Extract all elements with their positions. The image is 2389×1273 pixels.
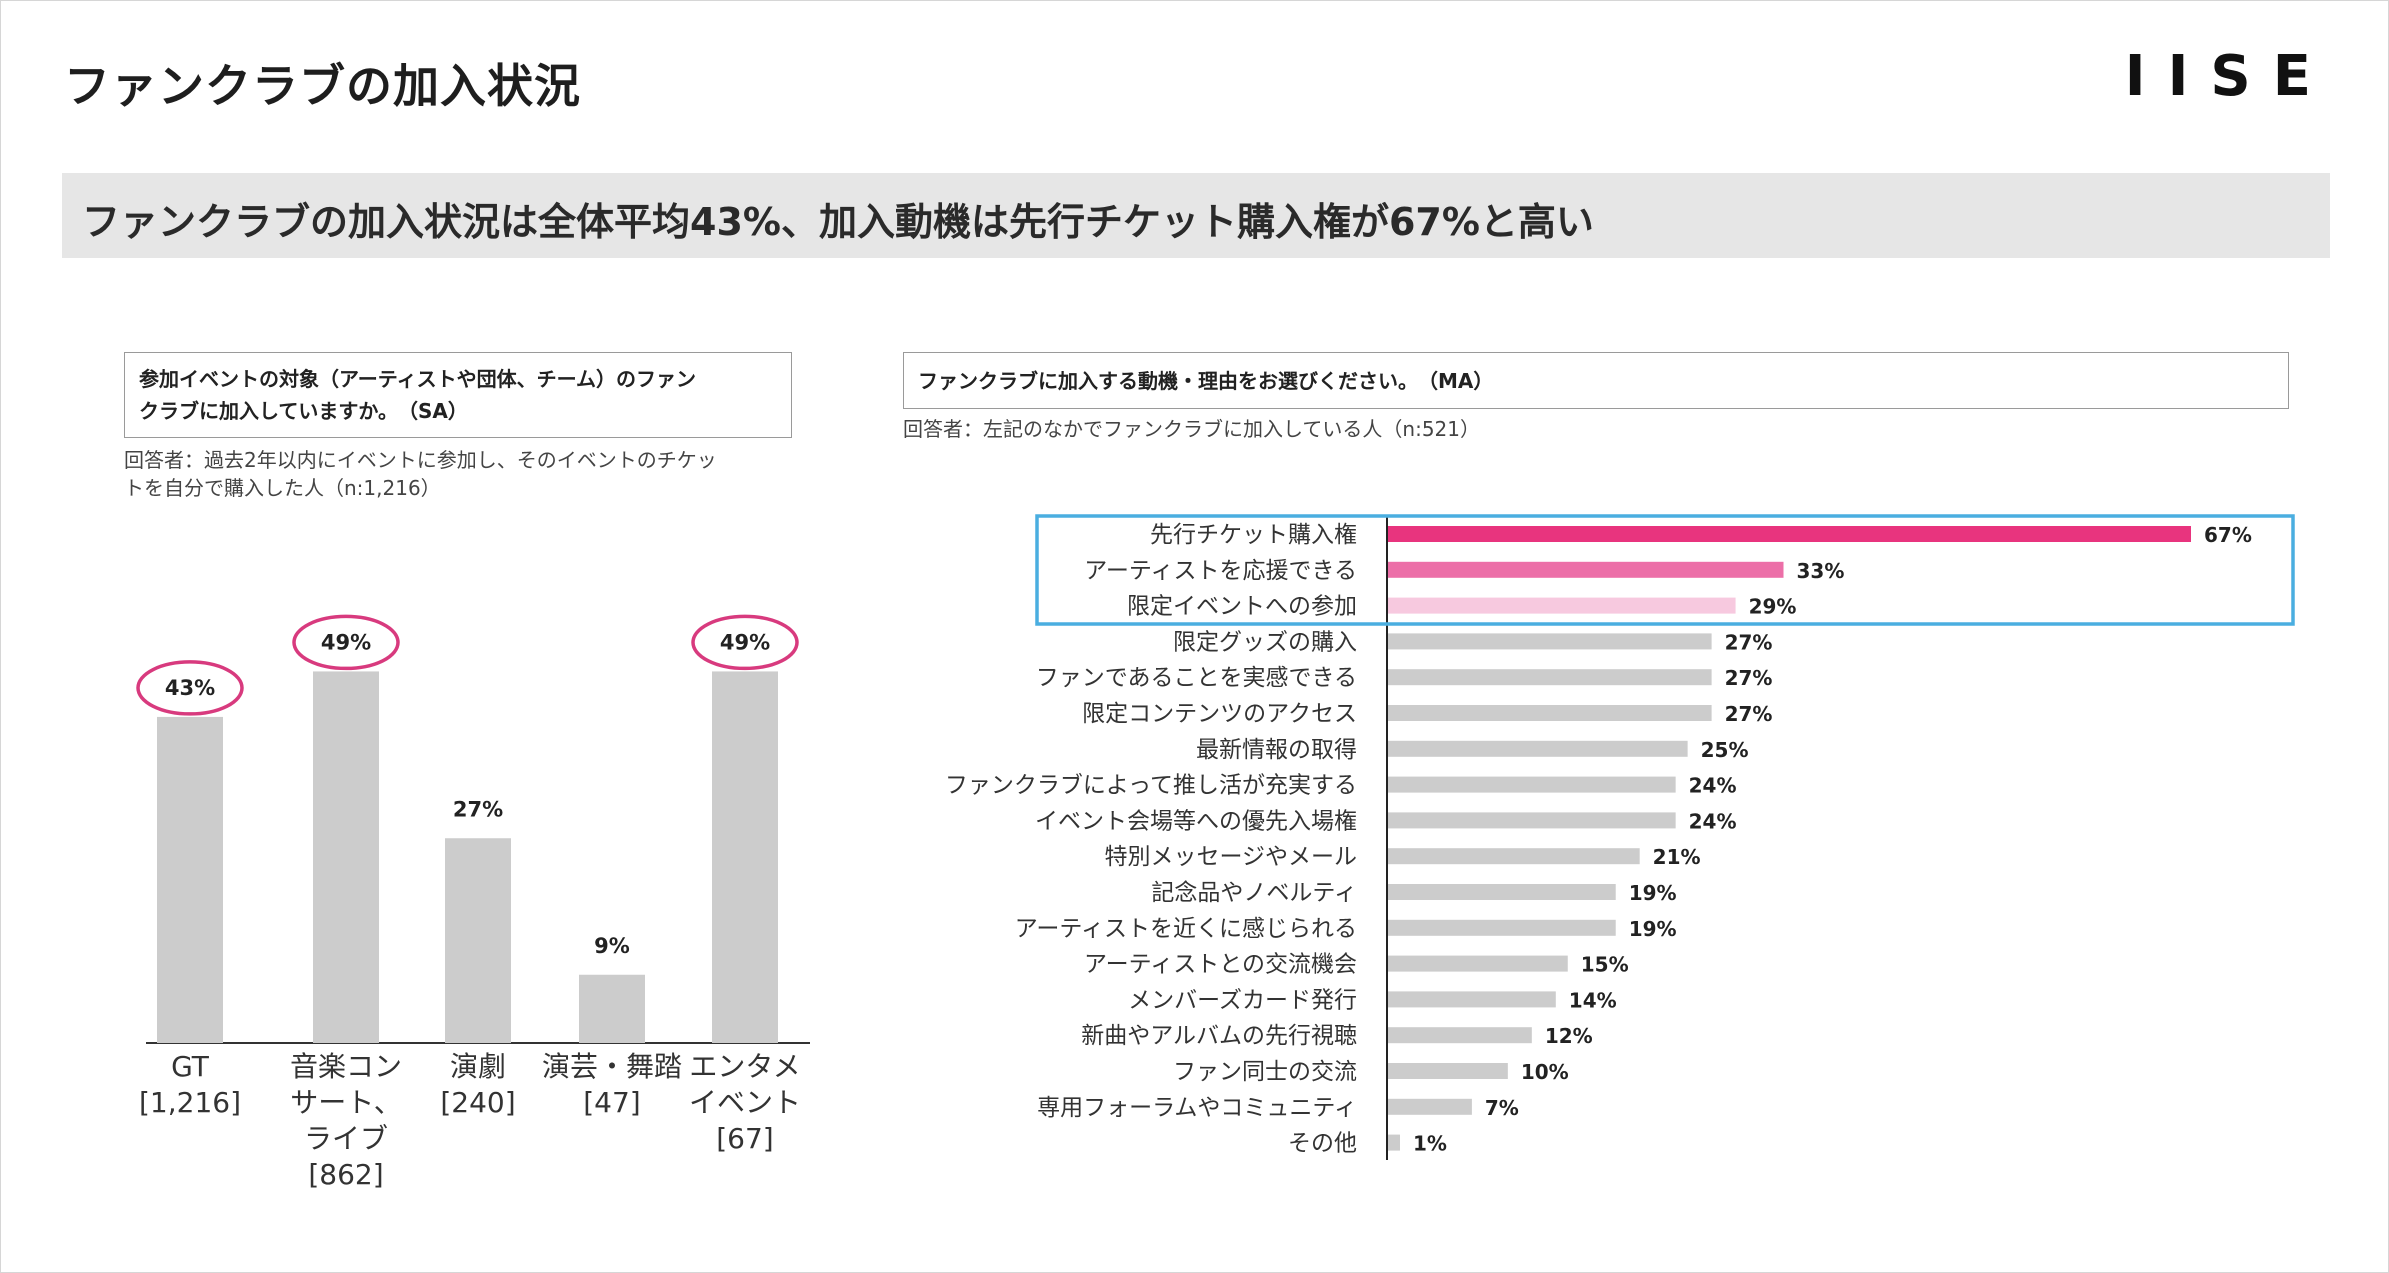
left-category-label-0-0: GT	[171, 1050, 210, 1083]
right-bar-value-14: 12%	[1545, 1024, 1593, 1048]
right-bar-value-10: 19%	[1629, 881, 1677, 905]
left-bar-value-3: 9%	[594, 934, 630, 958]
right-bar-1	[1388, 561, 1784, 578]
left-bar-value-1: 49%	[321, 630, 371, 654]
highlight-ellipse-0	[136, 660, 244, 716]
left-bar-1	[313, 671, 379, 1043]
brand-logo: IISE	[2124, 44, 2333, 109]
summary-banner: ファンクラブの加入状況は全体平均43%、加入動機は先行チケット購入権が67%と高…	[62, 173, 2330, 258]
right-bar-value-3: 27%	[1725, 630, 1773, 654]
right-bar-5	[1388, 705, 1712, 721]
right-category-label-2: 限定イベントへの参加	[1127, 594, 1357, 620]
right-bar-16	[1388, 1098, 1472, 1115]
right-bar-value-16: 7%	[1485, 1096, 1519, 1120]
right-bar-value-6: 25%	[1701, 738, 1749, 762]
right-category-label-3: 限定グッズの購入	[1173, 629, 1357, 655]
right-bar-9	[1388, 848, 1640, 865]
left-question-line-1: 参加イベントの対象（アーティストや団体、チーム）のファン	[139, 367, 696, 391]
right-bar-13	[1388, 991, 1556, 1008]
left-category-label-1-3: [862]	[308, 1158, 383, 1191]
right-bar-7	[1388, 776, 1676, 793]
right-bar-17	[1388, 1134, 1400, 1151]
page-title: ファンクラブの加入状況	[64, 59, 581, 113]
left-question-box: 参加イベントの対象（アーティストや団体、チーム）のファン クラブに加入しています…	[124, 352, 792, 438]
left-category-label-1-2: ライブ	[304, 1122, 388, 1155]
left-category-label-0-1: [1,216]	[139, 1086, 241, 1119]
right-question-box: ファンクラブに加入する動機・理由をお選びください。 （MA）	[903, 352, 2289, 409]
right-category-label-10: 記念品やノベルティ	[1151, 880, 1357, 906]
left-category-label-1-0: 音楽コン	[290, 1050, 402, 1083]
right-bar-value-12: 15%	[1581, 953, 1629, 977]
right-bar-value-9: 21%	[1653, 845, 1701, 869]
right-bar-3	[1388, 633, 1712, 650]
left-category-label-2-0: 演劇	[450, 1050, 506, 1083]
right-category-label-0: 先行チケット購入権	[1150, 522, 1357, 548]
left-bar-4	[712, 671, 778, 1043]
left-category-label-4-2: [67]	[716, 1122, 773, 1155]
left-question-line-2: クラブに加入していますか。 （SA）	[139, 399, 468, 423]
right-bar-value-13: 14%	[1569, 988, 1617, 1012]
right-bar-2	[1388, 597, 1736, 614]
right-category-label-1: アーティストを応援できる	[1084, 558, 1357, 584]
left-bar-value-4: 49%	[720, 630, 770, 654]
right-bar-6	[1388, 740, 1688, 757]
right-category-label-8: イベント会場等への優先入場権	[1035, 808, 1357, 834]
right-category-label-5: 限定コンテンツのアクセス	[1082, 701, 1357, 727]
right-respondent-note: 回答者：左記のなかでファンクラブに加入している人（n:521）	[903, 417, 1480, 441]
right-category-label-6: 最新情報の取得	[1196, 737, 1357, 763]
right-bar-value-15: 10%	[1521, 1060, 1569, 1084]
highlight-ellipse-4	[691, 614, 799, 671]
right-category-label-12: アーティストとの交流機会	[1084, 952, 1357, 978]
right-bar-value-7: 24%	[1689, 774, 1737, 798]
right-bar-15	[1388, 1063, 1508, 1079]
right-bar-value-4: 27%	[1725, 666, 1773, 690]
right-bar-value-1: 33%	[1797, 559, 1845, 583]
left-bar-0	[157, 716, 223, 1043]
right-category-label-4: ファンであることを実感できる	[1036, 665, 1357, 691]
right-bar-value-2: 29%	[1749, 595, 1797, 619]
right-question-text: ファンクラブに加入する動機・理由をお選びください。 （MA）	[918, 369, 1494, 393]
left-note-line-1: 回答者：過去2年以内にイベントに参加し、そのイベントのチケッ	[124, 448, 717, 472]
right-bar-value-8: 24%	[1689, 809, 1737, 833]
right-category-label-15: ファン同士の交流	[1173, 1059, 1357, 1085]
right-bar-14	[1388, 1027, 1532, 1044]
right-category-label-11: アーティストを近くに感じられる	[1015, 916, 1357, 942]
left-note-line-2: トを自分で購入した人（n:1,216）	[124, 476, 441, 500]
left-category-label-4-1: イベント	[689, 1086, 801, 1119]
right-category-label-16: 専用フォーラムやコミュニティ	[1037, 1095, 1357, 1121]
right-bar-10	[1388, 884, 1616, 900]
left-category-label-2-1: [240]	[440, 1086, 515, 1119]
right-category-label-7: ファンクラブによって推し活が充実する	[945, 773, 1357, 799]
right-bar-value-0: 67%	[2204, 523, 2252, 547]
right-category-label-9: 特別メッセージやメール	[1104, 844, 1357, 870]
right-category-label-13: メンバーズカード発行	[1128, 987, 1357, 1013]
left-category-label-1-1: サート、	[290, 1086, 401, 1119]
right-bar-12	[1388, 955, 1568, 972]
left-bar-2	[445, 838, 511, 1043]
right-bar-0	[1388, 526, 2191, 542]
left-category-label-4-0: エンタメ	[689, 1050, 800, 1083]
right-bar-4	[1388, 669, 1712, 686]
right-category-label-14: 新曲やアルバムの先行視聴	[1081, 1023, 1357, 1049]
highlight-box	[1035, 514, 2295, 626]
right-category-label-17: その他	[1288, 1131, 1357, 1157]
left-category-label-3-1: [47]	[583, 1086, 640, 1119]
right-bar-value-17: 1%	[1413, 1132, 1447, 1156]
left-category-label-3-0: 演芸・舞踏	[542, 1050, 682, 1083]
highlight-ellipse-1	[292, 614, 400, 671]
right-bar-11	[1388, 919, 1616, 936]
left-bar-value-0: 43%	[165, 676, 215, 700]
summary-text: ファンクラブの加入状況は全体平均43%、加入動機は先行チケット購入権が67%と高…	[82, 200, 1594, 244]
left-bar-value-2: 27%	[453, 797, 503, 821]
left-bar-3	[579, 974, 645, 1043]
right-bar-value-11: 19%	[1629, 917, 1677, 941]
right-bar-8	[1388, 812, 1676, 829]
left-respondent-note: 回答者：過去2年以内にイベントに参加し、そのイベントのチケッ トを自分で購入した…	[124, 446, 804, 502]
right-bar-value-5: 27%	[1725, 702, 1773, 726]
